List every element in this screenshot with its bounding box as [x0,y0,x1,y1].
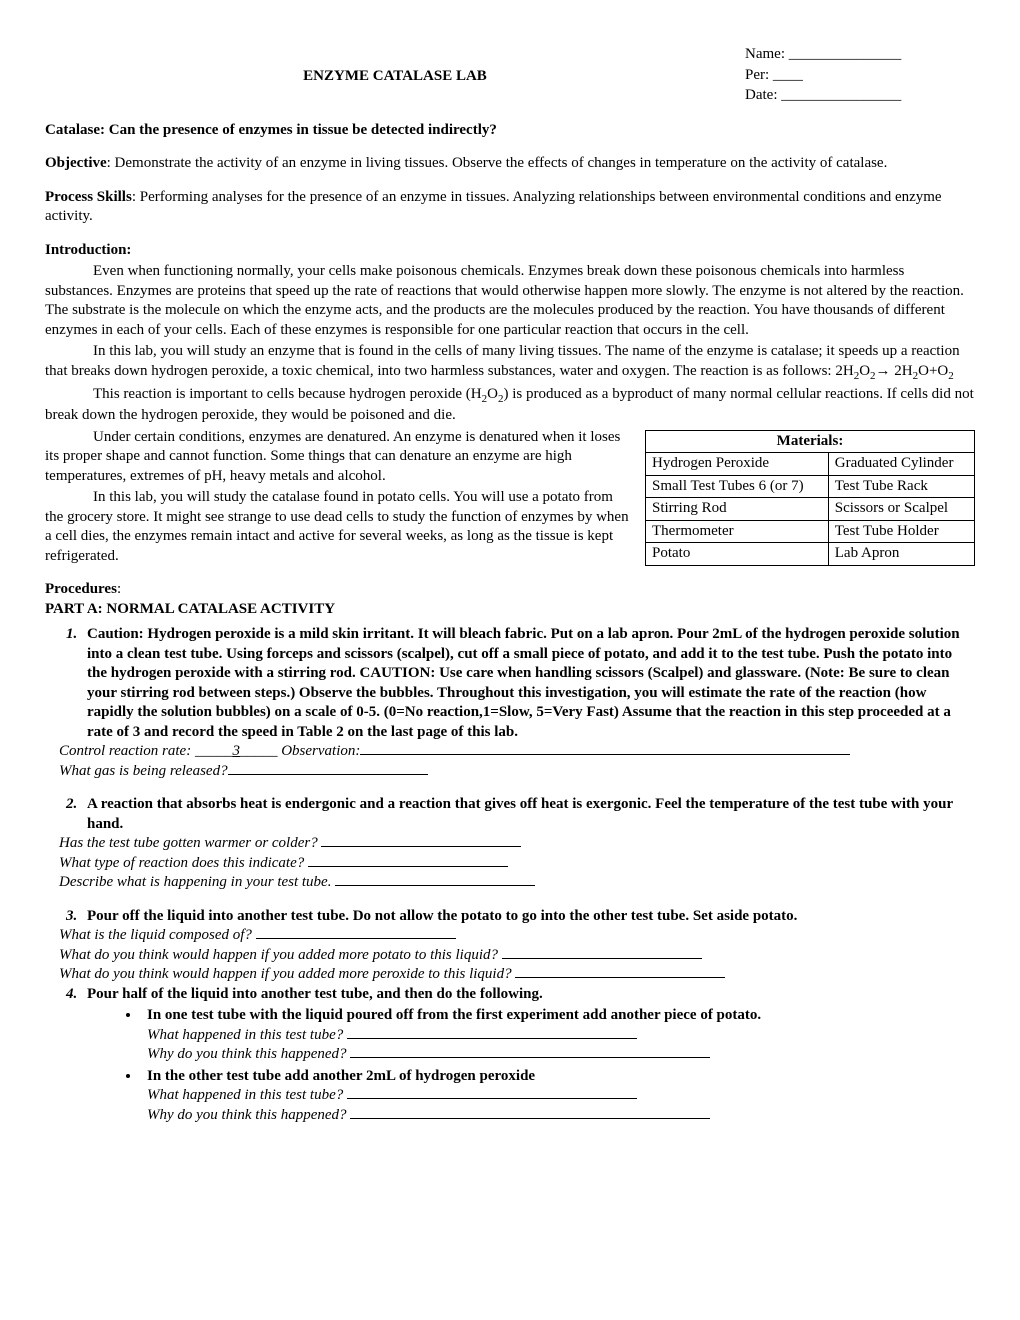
table-row: Hydrogen PeroxideGraduated Cylinder [646,453,975,476]
step4-b1-question-2[interactable]: Why do you think this happened? [147,1045,975,1065]
step-1: Caution: Hydrogen peroxide is a mild ski… [81,625,975,742]
step4-bullet-1: In one test tube with the liquid poured … [141,1006,975,1065]
procedures-label: Procedures [45,581,117,597]
main-question: Catalase: Can the presence of enzymes in… [45,121,975,141]
step4-bullet-2: In the other test tube add another 2mL o… [141,1067,975,1126]
step1-question-1[interactable]: Control reaction rate: _____3_____ Obser… [59,742,975,762]
materials-title: Materials: [646,430,975,453]
intro-p2-text-b: → 2H [876,363,913,379]
procedures-heading: Procedures: [45,580,975,600]
step3-question-2[interactable]: What do you think would happen if you ad… [59,946,975,966]
introduction-heading: Introduction: [45,241,975,261]
step4-b1-q2-text: Why do you think this happened? [147,1046,350,1062]
step3-q3-text: What do you think would happen if you ad… [59,966,515,982]
materials-table: Materials: Hydrogen PeroxideGraduated Cy… [645,430,975,566]
step-2: A reaction that absorbs heat is endergon… [81,795,975,834]
step-1-text: Caution: Hydrogen peroxide is a mild ski… [87,626,960,740]
intro-p3-text-a: This reaction is important to cells beca… [93,386,482,402]
objective-label: Objective [45,155,107,171]
intro-para-1: Even when functioning normally, your cel… [45,262,975,340]
step4-b2-question-1[interactable]: What happened in this test tube? [147,1086,975,1106]
step4-b1-q1-text: What happened in this test tube? [147,1027,347,1043]
step2-question-1[interactable]: Has the test tube gotten warmer or colde… [59,834,975,854]
table-row: Stirring RodScissors or Scalpel [646,498,975,521]
table-row: ThermometerTest Tube Holder [646,520,975,543]
step4-b1-question-1[interactable]: What happened in this test tube? [147,1026,975,1046]
step1-q1-a: Control reaction rate: _____ [59,743,232,759]
name-date-block: Name: _______________ Per: ____ Date: __… [745,45,975,107]
procedure-list-3: Pour off the liquid into another test tu… [45,907,975,927]
procedure-list: Caution: Hydrogen peroxide is a mild ski… [45,625,975,742]
step4-b2-q1-text: What happened in this test tube? [147,1087,347,1103]
step-4: Pour half of the liquid into another tes… [81,985,975,1126]
part-a-heading: PART A: NORMAL CATALASE ACTIVITY [45,600,975,620]
step2-q3-text: Describe what is happening in your test … [59,874,335,890]
procedure-list-2: A reaction that absorbs heat is endergon… [45,795,975,834]
step3-q2-text: What do you think would happen if you ad… [59,947,502,963]
process-text: : Performing analyses for the presence o… [45,189,942,225]
step2-q1-text: Has the test tube gotten warmer or colde… [59,835,321,851]
step-3-text: Pour off the liquid into another test tu… [87,908,797,924]
intro-para-2: In this lab, you will study an enzyme th… [45,342,975,383]
process-skills-paragraph: Process Skills: Performing analyses for … [45,188,975,227]
step-3: Pour off the liquid into another test tu… [81,907,975,927]
step4-b2-text: In the other test tube add another 2mL o… [147,1068,535,1084]
process-label: Process Skills [45,189,132,205]
intro-para-3: This reaction is important to cells beca… [45,385,975,426]
step4-b1-text: In one test tube with the liquid poured … [147,1007,761,1023]
intro-p2-text-a: In this lab, you will study an enzyme th… [45,343,960,379]
step3-q1-text: What is the liquid composed of? [59,927,256,943]
step2-q2-text: What type of reaction does this indicate… [59,855,308,871]
intro-p2-text-c: O+O [918,363,948,379]
step1-q1-c: _____ Observation: [240,743,360,759]
step1-question-2[interactable]: What gas is being released? [59,762,975,782]
objective-text: : Demonstrate the activity of an enzyme … [107,155,888,171]
procedure-list-4: Pour half of the liquid into another tes… [45,985,975,1126]
table-row: Small Test Tubes 6 (or 7)Test Tube Rack [646,475,975,498]
step1-q1-rate: 3 [232,743,240,759]
step3-question-3[interactable]: What do you think would happen if you ad… [59,965,975,985]
period-line[interactable]: Per: ____ [745,66,975,86]
objective-paragraph: Objective: Demonstrate the activity of a… [45,154,975,174]
step4-b2-q2-text: Why do you think this happened? [147,1107,350,1123]
step3-question-1[interactable]: What is the liquid composed of? [59,926,975,946]
step-2-text: A reaction that absorbs heat is endergon… [87,796,953,832]
step-4-text: Pour half of the liquid into another tes… [87,986,543,1002]
step4-b2-question-2[interactable]: Why do you think this happened? [147,1106,975,1126]
table-row: PotatoLab Apron [646,543,975,566]
step1-q2-text: What gas is being released? [59,763,228,779]
name-line[interactable]: Name: _______________ [745,45,975,65]
step2-question-3[interactable]: Describe what is happening in your test … [59,873,975,893]
step2-question-2[interactable]: What type of reaction does this indicate… [59,854,975,874]
date-line[interactable]: Date: ________________ [745,86,975,106]
